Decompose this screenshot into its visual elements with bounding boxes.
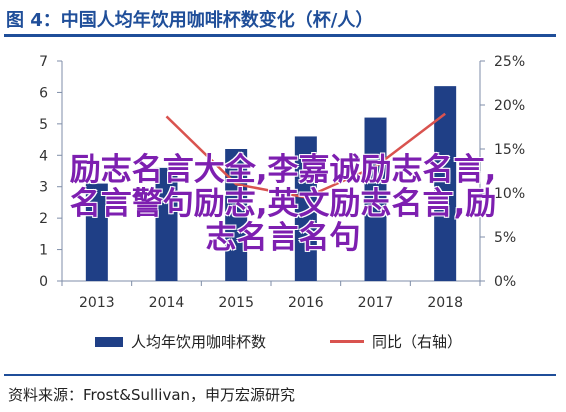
- legend: 人均年饮用咖啡杯数 同比（右轴）: [0, 331, 566, 353]
- bar: [294, 136, 317, 281]
- x-tick-label: 2017: [358, 295, 394, 311]
- x-tick-label: 2018: [427, 295, 463, 311]
- left-tick-label: 7: [39, 54, 48, 70]
- watermark-overlay-text: 励志名言大全,李嘉诚励志名言, 名言警句励志,英文励志名言,励 志名言名句: [0, 153, 566, 255]
- bar: [364, 117, 387, 281]
- right-tick-label: 0%: [494, 274, 516, 290]
- left-tick-label: 0: [39, 274, 48, 290]
- x-tick-label: 2016: [288, 295, 324, 311]
- bar: [85, 183, 108, 281]
- overlay-line-1: 励志名言大全,李嘉诚励志名言,: [69, 152, 497, 188]
- source-divider: [4, 374, 556, 376]
- bar: [225, 149, 248, 281]
- bar: [434, 86, 457, 282]
- legend-item-bar: 人均年饮用咖啡杯数: [95, 331, 266, 352]
- left-tick-label: 1: [39, 243, 48, 259]
- left-tick-label: 6: [39, 85, 48, 101]
- right-tick-label: 10%: [494, 186, 525, 202]
- chart-title: 图 4：中国人均年饮用咖啡杯数变化（杯/人）: [6, 10, 374, 31]
- right-tick-label: 20%: [494, 98, 525, 114]
- right-tick-label: 25%: [494, 54, 525, 70]
- legend-swatch-line: [330, 340, 364, 343]
- right-tick-label: 5%: [494, 230, 516, 246]
- line-series: [165, 112, 446, 199]
- bar-series: [85, 86, 457, 282]
- legend-item-line: 同比（右轴）: [330, 331, 462, 352]
- left-axis-ticks: 0 1 2 3 4 5 6 7: [39, 54, 62, 290]
- overlay-line-2: 名言警句励志,英文励志名言,励: [69, 186, 497, 222]
- legend-swatch-bar: [95, 336, 123, 347]
- legend-label-bar: 人均年饮用咖啡杯数: [131, 333, 267, 351]
- x-tick-label: 2014: [149, 295, 185, 311]
- x-axis-ticks: 2013 2014 2015 2016 2017 2018: [61, 281, 481, 311]
- legend-label-line: 同比（右轴）: [372, 333, 463, 351]
- right-tick-label: 15%: [494, 142, 525, 158]
- bar: [155, 167, 178, 281]
- left-tick-label: 2: [39, 211, 48, 227]
- source-note: 资料来源：Frost&Sullivan，申万宏源研究: [8, 386, 296, 404]
- left-tick-label: 4: [39, 148, 48, 164]
- left-tick-label: 5: [39, 117, 48, 133]
- x-tick-label: 2013: [79, 295, 115, 311]
- x-tick-label: 2015: [218, 295, 254, 311]
- left-tick-label: 3: [39, 180, 48, 196]
- overlay-line-3: 志名言名句: [205, 220, 361, 256]
- title-divider: [4, 34, 556, 37]
- right-axis-ticks: 0% 5% 10% 15% 20% 25%: [480, 54, 525, 290]
